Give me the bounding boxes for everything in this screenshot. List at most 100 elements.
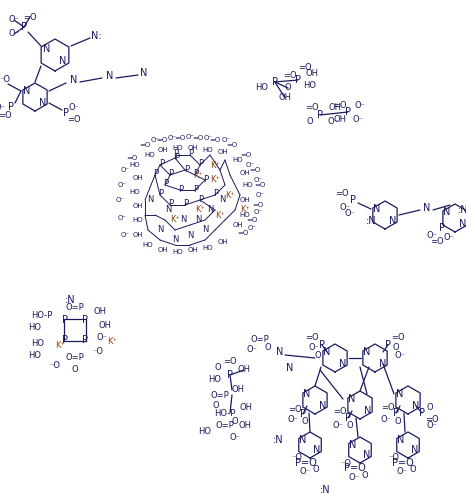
Text: HO-P: HO-P <box>31 310 53 319</box>
Text: N: N <box>106 71 114 81</box>
Text: P: P <box>168 199 173 208</box>
Text: O⁻: O⁻ <box>117 215 127 221</box>
Text: O⁻: O⁻ <box>247 346 258 355</box>
Text: OH: OH <box>94 308 107 316</box>
Text: HO: HO <box>28 323 41 332</box>
Text: P: P <box>184 199 189 208</box>
Text: OH: OH <box>240 404 253 413</box>
Text: N: N <box>23 86 31 96</box>
Text: =O: =O <box>298 63 312 72</box>
Text: O: O <box>410 466 416 475</box>
Text: P=O: P=O <box>344 463 366 473</box>
Text: K⁺: K⁺ <box>195 205 205 214</box>
Text: =O: =O <box>305 104 319 113</box>
Text: N: N <box>373 204 381 214</box>
Text: :N: :N <box>65 295 75 305</box>
Text: P: P <box>272 77 278 87</box>
Text: P: P <box>193 185 199 193</box>
Text: K⁺: K⁺ <box>210 161 220 170</box>
Text: HO: HO <box>243 182 254 188</box>
Text: OH: OH <box>158 147 168 153</box>
Text: HO: HO <box>130 162 140 168</box>
Text: HO: HO <box>143 242 153 248</box>
Text: O: O <box>72 366 78 374</box>
Text: P: P <box>21 22 27 32</box>
Text: P: P <box>393 408 399 418</box>
Text: O: O <box>307 118 313 126</box>
Text: O: O <box>315 352 322 361</box>
Text: O⁻: O⁻ <box>308 344 320 353</box>
Text: ⁻O: ⁻O <box>92 348 103 357</box>
Text: O⁻: O⁻ <box>355 101 365 110</box>
Text: =O: =O <box>425 416 439 425</box>
Text: OH: OH <box>133 232 144 238</box>
Text: HO: HO <box>199 428 212 436</box>
Text: O⁻: O⁻ <box>426 422 438 431</box>
Text: N: N <box>411 445 418 455</box>
Text: O: O <box>395 417 401 426</box>
Text: N: N <box>423 203 431 213</box>
Text: N: N <box>140 68 148 78</box>
Text: N: N <box>172 236 178 245</box>
Text: P=O: P=O <box>392 458 414 468</box>
Text: N: N <box>396 389 404 399</box>
Text: =O: =O <box>253 202 264 208</box>
Text: O⁻: O⁻ <box>349 473 359 482</box>
Text: K⁺: K⁺ <box>215 210 225 220</box>
Text: P: P <box>159 160 164 169</box>
Text: =O: =O <box>67 116 81 124</box>
Text: OH: OH <box>158 247 168 253</box>
Text: P=O: P=O <box>295 458 317 468</box>
Text: O⁻: O⁻ <box>246 162 254 168</box>
Text: =O: =O <box>240 152 252 158</box>
Text: =O: =O <box>237 230 249 236</box>
Text: K⁺: K⁺ <box>210 176 220 185</box>
Text: P: P <box>213 189 219 198</box>
Text: N: N <box>313 445 321 455</box>
Text: N: N <box>363 347 370 357</box>
Text: P: P <box>204 175 209 184</box>
Text: OH: OH <box>232 385 245 394</box>
Text: N: N <box>202 226 208 235</box>
Text: P: P <box>8 102 14 112</box>
Text: =O: =O <box>249 167 260 173</box>
Text: O⁻: O⁻ <box>395 352 405 361</box>
Text: :N: :N <box>458 205 466 215</box>
Text: HO: HO <box>133 217 144 223</box>
Text: O=P: O=P <box>66 354 84 363</box>
Text: O=P: O=P <box>216 421 234 430</box>
Text: HO-P: HO-P <box>214 409 236 418</box>
Text: O: O <box>302 418 308 427</box>
Text: =O: =O <box>23 12 37 21</box>
Text: O⁻: O⁻ <box>167 135 177 141</box>
Text: OH: OH <box>188 145 199 151</box>
Text: O⁻: O⁻ <box>254 209 262 215</box>
Text: P: P <box>164 180 169 188</box>
Text: P: P <box>319 340 325 350</box>
Text: =O: =O <box>430 238 444 247</box>
Text: =O: =O <box>0 112 12 121</box>
Text: N: N <box>339 359 347 369</box>
Text: K⁺: K⁺ <box>225 190 235 199</box>
Text: O⁻: O⁻ <box>247 225 257 231</box>
Text: O⁻: O⁻ <box>221 137 231 143</box>
Text: P: P <box>82 315 88 325</box>
Text: O⁻: O⁻ <box>229 434 240 442</box>
Text: ⁻O: ⁻O <box>49 361 61 370</box>
Text: N:: N: <box>91 31 101 41</box>
Text: O: O <box>313 466 319 475</box>
Text: N: N <box>39 98 47 108</box>
Text: HO: HO <box>233 157 243 163</box>
Text: N: N <box>147 195 153 204</box>
Text: O⁻: O⁻ <box>185 134 195 140</box>
Text: N: N <box>459 219 466 229</box>
Text: O=P: O=P <box>66 304 84 312</box>
Text: O: O <box>362 471 368 480</box>
Text: =O: =O <box>254 182 266 188</box>
Text: HO: HO <box>303 81 316 90</box>
Text: OH: OH <box>238 366 251 374</box>
Text: =O: =O <box>391 333 405 343</box>
Text: O⁻: O⁻ <box>340 202 350 211</box>
Text: OH: OH <box>133 203 144 209</box>
Text: =O: =O <box>283 71 297 80</box>
